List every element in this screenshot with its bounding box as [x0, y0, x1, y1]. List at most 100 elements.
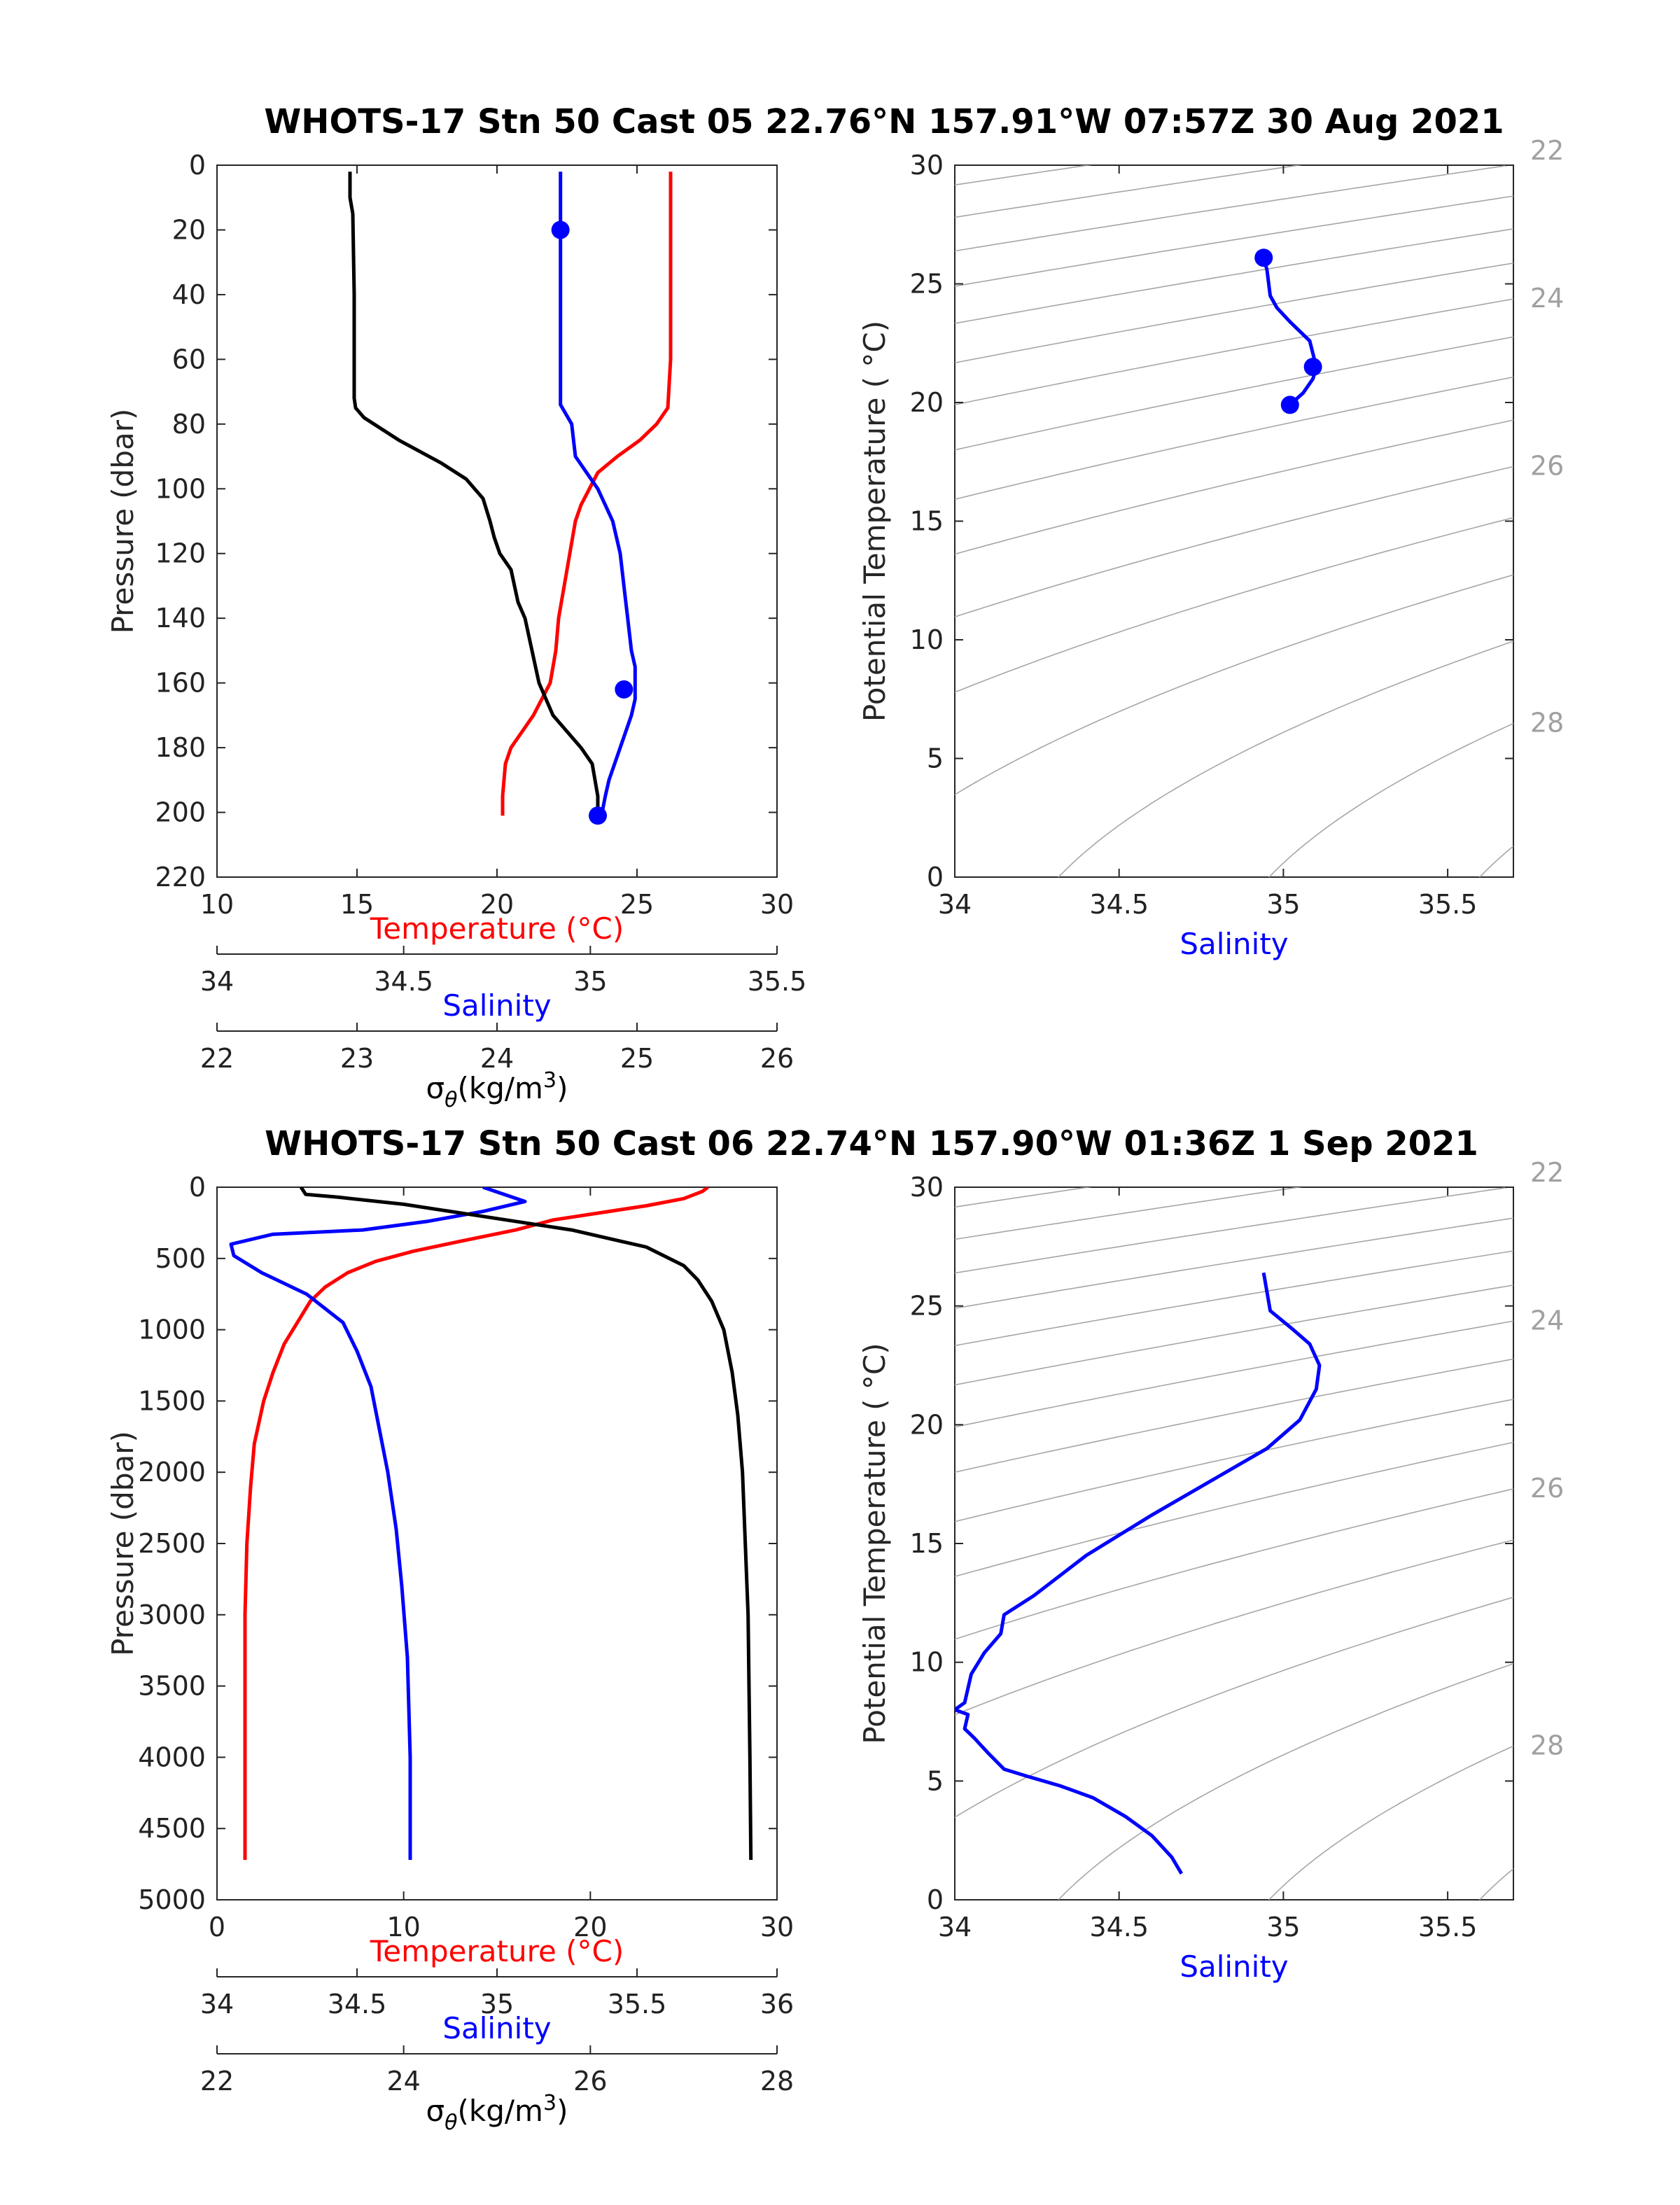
isopycnal-line: [955, 165, 1513, 252]
x-tick-label: 34.5: [374, 966, 433, 997]
isopycnal-line: [955, 336, 1513, 451]
isopycnal-line: [1268, 722, 1513, 877]
ts-curve: [1261, 257, 1318, 407]
y-tick-label: 2500: [138, 1528, 206, 1559]
y-tick-label: 200: [155, 797, 206, 828]
y-tick-label: 0: [189, 150, 206, 181]
sigma-axis-label: σθ(kg/m3): [426, 2091, 568, 2135]
x-tick-label: 26: [760, 1043, 794, 1074]
isopycnal-line: [955, 1217, 1513, 1309]
isopycnal-line: [955, 298, 1513, 405]
density-label: 24: [1530, 1305, 1564, 1336]
ts-y-axis-label: Potential Temperature ( °C): [858, 1343, 892, 1744]
isopycnal-line: [955, 1358, 1513, 1473]
x-tick-label: 34.5: [328, 1989, 387, 2019]
sig-profile-line: [299, 1187, 753, 1861]
bottle-marker: [589, 806, 607, 825]
x-tick-label: 15: [340, 889, 374, 920]
y-tick-label: 10: [910, 1647, 944, 1678]
density-label: 28: [1530, 1730, 1564, 1760]
y-tick-label: 4000: [138, 1742, 206, 1772]
x-tick-label: 34: [938, 889, 972, 920]
profile-series-group: [229, 1187, 753, 1861]
y-tick-label: 10: [910, 624, 944, 655]
x-tick-label: 35.5: [1418, 889, 1478, 920]
salinity-axis-label: Salinity: [442, 988, 551, 1023]
bottle-marker: [615, 680, 634, 699]
y-tick-label: 180: [155, 732, 206, 763]
ts-axes-box: [954, 164, 1514, 878]
isopycnal-line: [955, 165, 1092, 186]
y-tick-label: 160: [155, 668, 206, 699]
x-tick-label: 34: [200, 1989, 234, 2019]
y-tick-label: 15: [910, 1528, 944, 1559]
x-tick-label: 35: [1266, 1912, 1300, 1942]
x-tick-label: 30: [760, 889, 794, 920]
isopycnal-line: [955, 574, 1513, 795]
density-label: 24: [1530, 283, 1564, 314]
isopycnal-line: [955, 1320, 1513, 1428]
density-label: 28: [1530, 708, 1564, 738]
isopycnal-line: [1478, 1868, 1513, 1900]
temp-profile-line: [500, 172, 673, 816]
y-tick-label: 120: [155, 538, 206, 569]
x-tick-label: 35.5: [608, 1989, 667, 2019]
x-tick-label: 28: [760, 2066, 794, 2096]
isopycnal-line: [1058, 1662, 1513, 1900]
isopycnal-line: [955, 165, 1303, 218]
panel-2-ts-diagram: 22 24 26 28 34 34.5 35 35.5 0 5 10 15 20 25 30 Salinity…: [858, 1157, 1564, 1984]
isopycnal-group: [955, 165, 1513, 877]
density-label: 26: [1530, 1473, 1564, 1504]
y-axis-label: Pressure (dbar): [106, 409, 140, 634]
y-tick-label: 80: [172, 409, 206, 440]
x-tick-label: 36: [760, 1989, 794, 2019]
x-tick-label: 35.5: [1418, 1912, 1478, 1942]
x-tick-label: 10: [200, 889, 234, 920]
x-tick-label: 0: [209, 1912, 225, 1942]
ts-x-axis-label: Salinity: [1180, 927, 1288, 961]
y-tick-label: 25: [910, 269, 944, 300]
profile-axes-box: [216, 164, 778, 878]
x-tick-label: 34.5: [1089, 1912, 1149, 1942]
isopycnal-line: [955, 376, 1513, 500]
ts-curve: [955, 1272, 1322, 1875]
y-tick-label: 2000: [138, 1457, 206, 1488]
isopycnal-line: [955, 517, 1513, 693]
y-axis-label: Pressure (dbar): [106, 1431, 140, 1656]
x-tick-label: 35: [480, 1989, 514, 2019]
x-tick-label: 24: [386, 2066, 420, 2096]
sal-profile-line: [559, 172, 637, 816]
y-tick-label: 5: [927, 743, 944, 774]
bottle-marker: [1254, 248, 1273, 267]
isopycnal-line: [955, 1284, 1513, 1386]
profile-series-group: [348, 172, 673, 816]
y-tick-label: 0: [927, 1884, 944, 1915]
density-label: 22: [1530, 135, 1564, 166]
ts-x-axis-label: Salinity: [1180, 1949, 1288, 1984]
panel-1-title: WHOTS-17 Stn 50 Cast 05 22.76°N 157.91°W…: [264, 102, 1504, 141]
x-tick-label: 26: [573, 2066, 607, 2096]
isopycnal-line: [955, 419, 1513, 555]
x-tick-label: 20: [480, 889, 514, 920]
y-tick-label: 20: [172, 214, 206, 245]
y-tick-label: 20: [910, 1409, 944, 1440]
x-tick-label: 25: [620, 889, 654, 920]
x-tick-label: 22: [200, 2066, 234, 2096]
salinity-axis-label: Salinity: [442, 2011, 551, 2045]
y-tick-label: 40: [172, 279, 206, 310]
x-tick-label: 25: [620, 1043, 654, 1074]
x-tick-label: 30: [760, 1912, 794, 1942]
isopycnal-line: [955, 1399, 1513, 1522]
x-tick-label: 35: [1266, 889, 1300, 920]
x-tick-label: 24: [480, 1043, 514, 1074]
y-tick-label: 4500: [138, 1813, 206, 1844]
isopycnal-line: [955, 228, 1513, 324]
y-tick-label: 220: [155, 862, 206, 892]
y-tick-label: 1000: [138, 1315, 206, 1345]
x-tick-label: 35: [573, 966, 607, 997]
temperature-axis-label: Temperature (°C): [370, 1934, 624, 1968]
density-label: 26: [1530, 451, 1564, 482]
temp-profile-line: [243, 1187, 709, 1860]
isopycnal-line: [1478, 846, 1513, 877]
x-tick-label: 34.5: [1089, 889, 1149, 920]
